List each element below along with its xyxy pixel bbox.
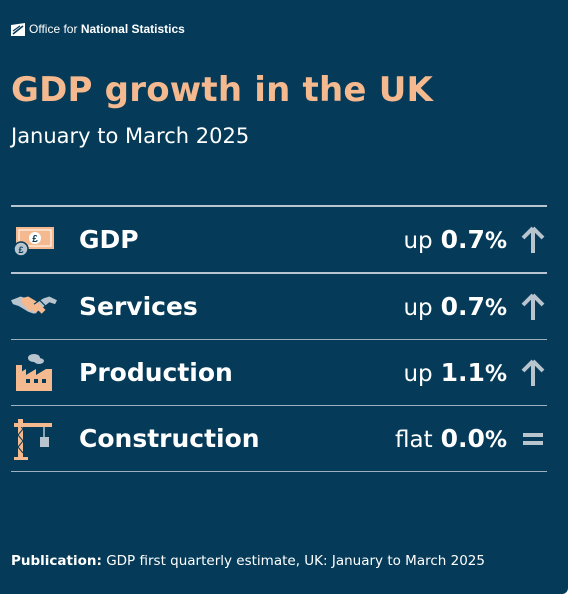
ons-logo: Office for National Statistics <box>11 22 185 36</box>
svg-text:£: £ <box>32 234 38 245</box>
row-value: up 0.7 % <box>403 225 507 254</box>
up-arrow-icon <box>519 358 547 388</box>
footer-label: Publication: <box>11 553 102 569</box>
direction-text: up <box>403 228 433 254</box>
up-arrow-icon <box>519 225 547 255</box>
factory-icon <box>11 353 57 393</box>
logo-prefix: Office for <box>29 22 78 36</box>
row-value: up 0.7 % <box>403 292 507 321</box>
direction-text: up <box>403 361 433 387</box>
value-number: 0.0 <box>440 424 485 453</box>
row-value: flat 0.0 % <box>395 424 507 453</box>
handshake-icon <box>11 287 57 327</box>
row-label: Production <box>79 358 233 387</box>
row-services: Services up 0.7 % <box>11 274 547 340</box>
value-number: 0.7 <box>440 225 485 254</box>
value-unit: % <box>484 296 507 321</box>
row-construction: Construction flat 0.0 % <box>11 406 547 472</box>
row-gdp: £ £ GDP up 0.7 % <box>11 207 547 274</box>
logo-strong: National Statistics <box>80 22 185 36</box>
value-unit: % <box>484 362 507 387</box>
row-label: Services <box>79 292 198 321</box>
page-title: GDP growth in the UK <box>11 70 434 110</box>
row-label: GDP <box>79 225 139 254</box>
value-number: 0.7 <box>440 292 485 321</box>
value-unit: % <box>484 229 507 254</box>
footer-text: GDP first quarterly estimate, UK: Januar… <box>106 553 485 569</box>
row-value: up 1.1 % <box>403 358 507 387</box>
up-arrow-icon <box>519 292 547 322</box>
value-number: 1.1 <box>440 358 485 387</box>
banknote-coin-icon: £ £ <box>11 220 57 260</box>
ons-logo-icon <box>11 22 25 36</box>
crane-icon <box>11 418 57 460</box>
logo-text: Office for National Statistics <box>29 22 185 36</box>
direction-text: flat <box>395 427 433 453</box>
page-subtitle: January to March 2025 <box>11 124 250 148</box>
top-divider <box>11 205 547 207</box>
row-label: Construction <box>79 424 260 453</box>
equals-icon <box>519 424 547 454</box>
publication-footer: Publication: GDP first quarterly estimat… <box>11 553 485 569</box>
svg-text:£: £ <box>18 245 23 255</box>
direction-text: up <box>403 295 433 321</box>
value-unit: % <box>484 428 507 453</box>
row-production: Production up 1.1 % <box>11 340 547 406</box>
growth-table: £ £ GDP up 0.7 % <box>11 205 547 472</box>
